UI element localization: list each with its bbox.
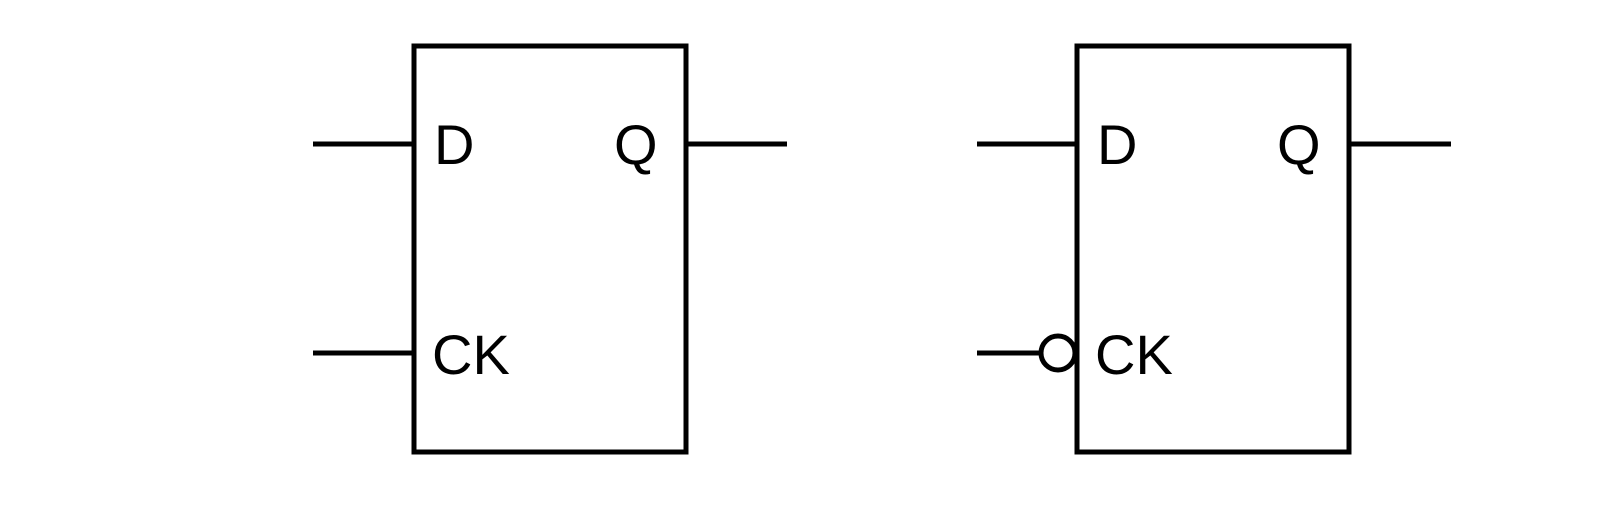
flip-flop-body — [411, 43, 689, 455]
d-pin-label: D — [434, 113, 474, 176]
d-flip-flop-rising-edge: D Q CK — [313, 43, 787, 455]
flip-flop-body — [1074, 43, 1352, 455]
ck-pin-label: CK — [432, 323, 510, 386]
clock-inversion-bubble-icon — [1038, 333, 1078, 373]
d-pin-label: D — [1097, 113, 1137, 176]
q-pin-label: Q — [1277, 113, 1321, 176]
ck-pin-label: CK — [1095, 323, 1173, 386]
q-pin-label: Q — [614, 113, 658, 176]
d-flip-flop-falling-edge: D Q CK — [977, 43, 1451, 455]
